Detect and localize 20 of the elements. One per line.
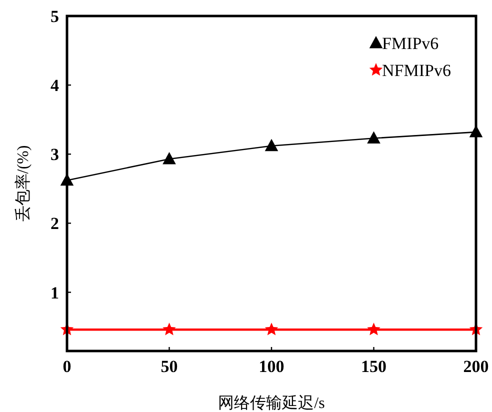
y-axis-title: 丢包率/(%) [14, 145, 32, 222]
point [264, 322, 278, 336]
x-axis-title: 网络传输延迟/s [218, 394, 325, 412]
point [367, 322, 380, 336]
x-tick-label: 150 [361, 357, 386, 376]
y-tick-label: 2 [50, 214, 59, 234]
legend-label: NFMIPv6 [382, 61, 451, 80]
legend-label: FMIPv6 [382, 34, 439, 53]
point [162, 152, 176, 164]
y-tick-label: 5 [50, 7, 59, 26]
point [162, 322, 176, 336]
point [367, 131, 380, 144]
y-tick-label: 3 [50, 145, 59, 164]
x-tick-label: 50 [160, 357, 178, 376]
x-tick-label: 100 [258, 357, 284, 376]
x-tick-label: 0 [62, 357, 72, 376]
y-tick-label: 1 [50, 283, 59, 302]
x-tick-label: 200 [463, 357, 489, 376]
y-tick-label: 4 [50, 76, 60, 96]
point [264, 138, 278, 152]
